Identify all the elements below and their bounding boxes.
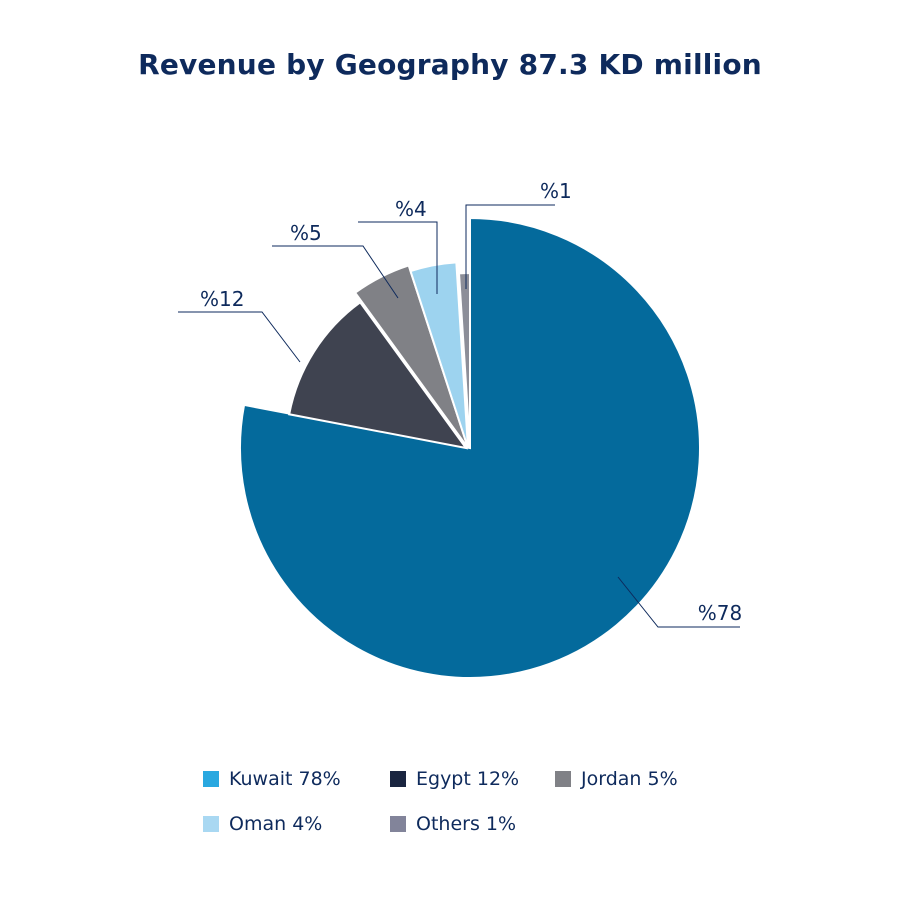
data-label-egypt: %12 — [200, 287, 244, 311]
pie-slice-others — [457, 271, 471, 449]
legend-swatch-others — [390, 816, 406, 832]
legend-swatch-kuwait — [203, 771, 219, 787]
pie-slice-jordan — [353, 264, 469, 449]
data-label-jordan: %5 — [290, 221, 322, 245]
data-label-kuwait: %78 — [698, 601, 742, 625]
legend-label-jordan: Jordan 5% — [581, 768, 678, 790]
legend-label-oman: Oman 4% — [229, 813, 323, 835]
data-label-others: %1 — [540, 179, 572, 203]
pie-slice-oman — [409, 261, 469, 449]
legend-label-kuwait: Kuwait 78% — [229, 768, 341, 790]
legend-swatch-oman — [203, 816, 219, 832]
legend-item-egypt: Egypt 12% — [390, 768, 519, 790]
legend-label-egypt: Egypt 12% — [416, 768, 520, 790]
leader-line-oman — [358, 221, 438, 294]
legend-swatch-jordan — [555, 771, 571, 787]
pie-slice-egypt — [288, 300, 469, 450]
leader-line-kuwait — [617, 576, 740, 628]
legend-item-oman: Oman 4% — [203, 813, 322, 835]
leader-line-egypt — [178, 311, 301, 363]
legend-item-jordan: Jordan 5% — [555, 768, 678, 790]
legend-item-kuwait: Kuwait 78% — [203, 768, 341, 790]
legend-item-others: Others 1% — [390, 813, 516, 835]
chart-title: Revenue by Geography 87.3 KD million — [138, 48, 762, 81]
legend-swatch-egypt — [390, 771, 406, 787]
legend-label-others: Others 1% — [416, 813, 517, 835]
leader-line-others — [465, 204, 555, 289]
leader-line-jordan — [272, 245, 399, 299]
data-label-oman: %4 — [395, 197, 427, 221]
